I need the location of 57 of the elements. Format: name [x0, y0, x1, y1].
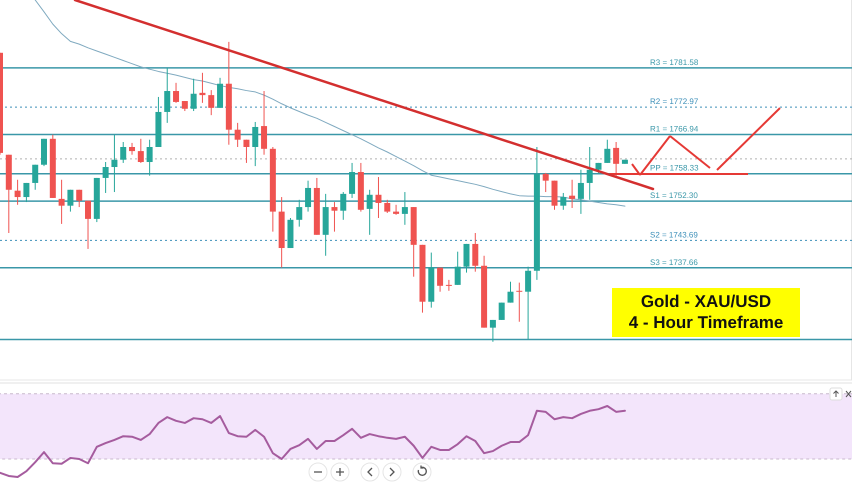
candlestick: [490, 319, 496, 342]
candlestick: [190, 78, 197, 112]
candlestick: [234, 122, 241, 148]
candlestick: [146, 139, 153, 176]
candlestick: [507, 281, 514, 304]
candlestick: [252, 121, 258, 167]
candlestick: [58, 179, 65, 224]
candlestick: [542, 172, 549, 193]
candlestick: [586, 146, 593, 200]
candlestick: [454, 251, 461, 286]
candlestick: [296, 199, 302, 228]
candlestick: [578, 169, 584, 214]
candlestick: [76, 189, 82, 208]
candlestick: [375, 176, 382, 218]
candlestick: [32, 164, 38, 190]
candlestick: [366, 189, 373, 236]
ref-line-label: R1 = 1766.94: [650, 124, 699, 134]
candlestick: [208, 90, 214, 116]
candlestick: [402, 192, 408, 226]
candlestick: [525, 266, 532, 340]
candlestick: [384, 199, 390, 214]
candlestick: [305, 180, 312, 212]
ref-line-label: S1 = 1752.30: [650, 191, 698, 200]
candlestick: [120, 141, 126, 164]
candlestick: [349, 162, 356, 198]
candlestick: [23, 182, 30, 203]
annotation: Gold - XAU/USD 4 - Hour Timeframe: [628, 292, 784, 332]
candlestick: [85, 200, 92, 250]
candlestick: [261, 90, 268, 156]
candlestick: [182, 100, 188, 112]
candlestick: [393, 204, 400, 216]
candlestick: [138, 138, 144, 164]
ref-line-label: R3 = 1781.58: [650, 58, 699, 67]
candlestick: [516, 282, 522, 322]
candlestick: [129, 142, 136, 156]
candlestick: [173, 82, 180, 104]
candlestick: [111, 134, 118, 193]
candlestick: [331, 202, 338, 232]
candlestick: [569, 179, 576, 208]
candlestick: [472, 232, 478, 272]
candlestick: [613, 141, 620, 178]
ref-line-label: S2 = 1743.69: [650, 230, 698, 240]
candlestick: [164, 67, 170, 124]
candlestick: [340, 192, 346, 220]
candlestick: [102, 162, 109, 194]
candlestick: [498, 302, 505, 320]
ref-line-label: PP = 1758.33: [650, 164, 700, 173]
candlestick: [67, 189, 74, 212]
candlestick: [243, 139, 250, 164]
ref-line-label: R2 = 1772.97: [650, 97, 699, 106]
candlestick: [604, 139, 610, 164]
candlestick: [560, 192, 566, 210]
candlestick: [437, 267, 444, 292]
candlestick: [463, 243, 470, 274]
candlestick: [14, 179, 21, 206]
ref-line-label: S3 = 1737.66: [650, 258, 698, 267]
candlestick: [446, 279, 452, 292]
